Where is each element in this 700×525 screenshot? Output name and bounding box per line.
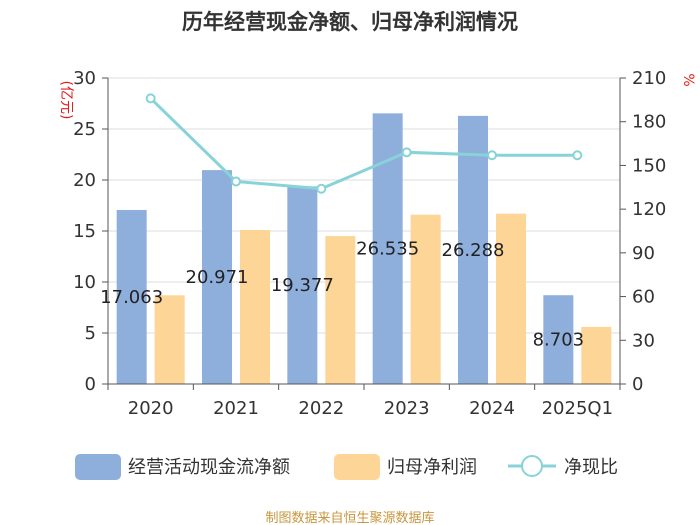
left-tick-label: 25 <box>73 119 96 140</box>
left-tick-label: 20 <box>73 170 96 191</box>
legend-label-cashflow: 经营活动现金流净额 <box>128 457 290 478</box>
legend-swatch-marker <box>521 455 543 477</box>
bar-operating-cashflow <box>202 170 232 384</box>
x-tick-label: 2025Q1 <box>542 398 613 419</box>
right-axis-unit: % <box>680 73 696 86</box>
left-tick-label: 10 <box>73 272 96 293</box>
right-tick-label: 0 <box>632 374 643 395</box>
bar-net-profit <box>325 236 356 384</box>
legend-label-net-profit: 归母净利润 <box>387 457 477 478</box>
chart-title: 历年经营现金净额、归母净利润情况 <box>182 10 518 34</box>
bar-net-profit <box>410 214 441 384</box>
bar-net-profit <box>240 229 270 384</box>
line-point <box>145 93 156 104</box>
line-point <box>316 183 327 194</box>
source-note: 制图数据来自恒生聚源数据库 <box>265 510 434 525</box>
line-point <box>487 150 497 161</box>
legend-label-ratio: 净现比 <box>564 457 618 478</box>
right-tick-label: 30 <box>632 330 655 351</box>
legend: 经营活动现金流净额 归母净利润 净现比 <box>75 454 618 480</box>
line-point <box>231 176 241 187</box>
line-net-cash-ratio <box>149 97 578 191</box>
right-tick-label: 90 <box>632 243 655 264</box>
x-tick-label: 2022 <box>298 398 344 419</box>
bar-operating-cashflow <box>287 186 318 384</box>
legend-swatch-net-profit <box>334 454 380 480</box>
data-label: 26.535 <box>356 239 419 260</box>
bar-net-profit <box>496 213 526 384</box>
bar-net-profit <box>581 326 612 384</box>
bar-operating-cashflow <box>543 295 574 384</box>
bar-net-profit <box>154 295 185 384</box>
left-tick-label: 5 <box>85 323 96 344</box>
right-tick-label: 60 <box>632 287 655 308</box>
left-tick-label: 15 <box>73 221 96 242</box>
data-label: 19.377 <box>271 275 334 296</box>
data-label: 8.703 <box>533 330 585 351</box>
left-axis-unit: (亿元) <box>58 81 74 120</box>
bar-operating-cashflow <box>458 115 488 384</box>
line-point <box>401 147 412 158</box>
right-tick-label: 150 <box>632 155 666 176</box>
line-point <box>572 150 583 161</box>
right-tick-label: 210 <box>632 68 666 89</box>
legend-swatch-cashflow <box>75 454 121 480</box>
x-tick-label: 2020 <box>128 398 174 419</box>
left-tick-label: 0 <box>85 374 96 395</box>
data-label: 17.063 <box>100 287 163 308</box>
data-label: 26.288 <box>442 240 505 261</box>
right-tick-label: 180 <box>632 112 666 133</box>
right-tick-label: 120 <box>632 199 666 220</box>
x-tick-label: 2023 <box>384 398 430 419</box>
bar-operating-cashflow <box>116 209 147 384</box>
bar-operating-cashflow <box>372 113 403 384</box>
left-tick-label: 30 <box>73 68 96 89</box>
x-tick-label: 2024 <box>469 398 515 419</box>
data-label: 20.971 <box>186 267 249 288</box>
x-tick-label: 2021 <box>213 398 259 419</box>
